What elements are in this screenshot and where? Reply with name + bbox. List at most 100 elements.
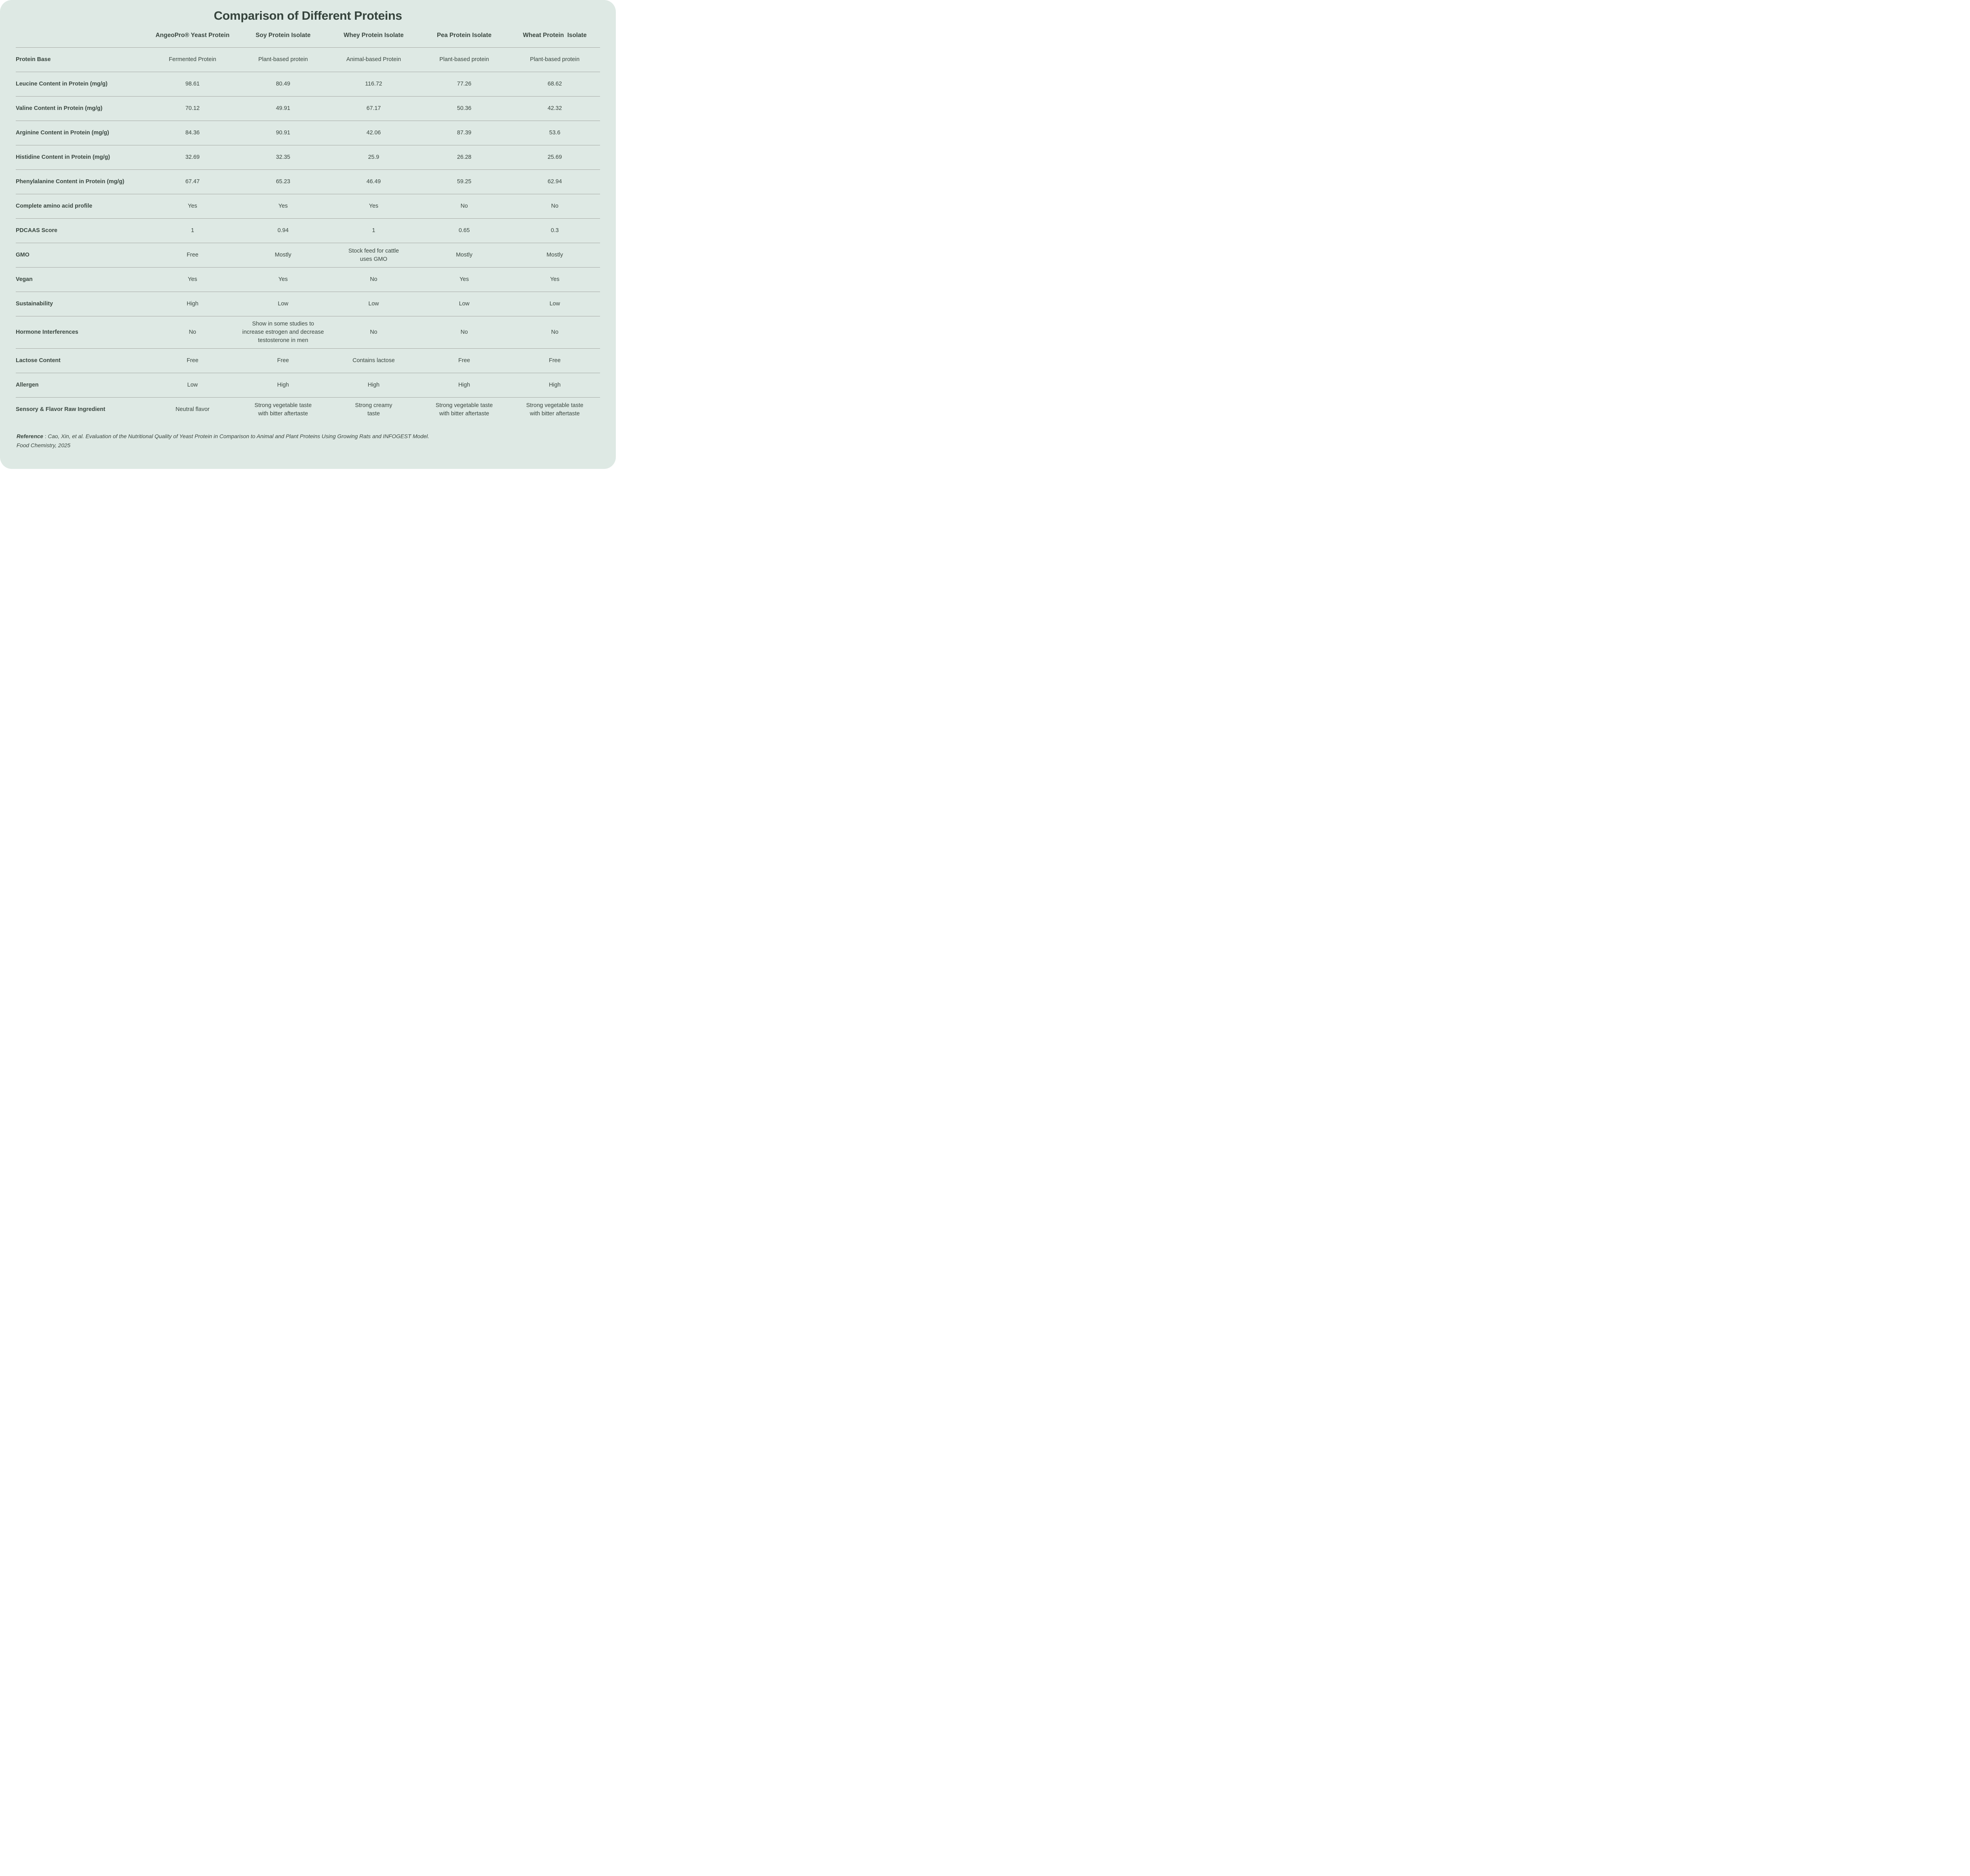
table-row: GMO Free Mostly Stock feed for cattle uses … [16,243,600,267]
cell-value: Yes [550,276,559,283]
cell-value: Low [278,301,288,307]
row-label: Complete amino acid profile [16,203,93,210]
cell-value: Contains lactose [352,357,395,364]
column-header: Whey Protein Isolate [344,32,404,39]
row-label: Lactose Content [16,357,61,364]
comparison-table: AngeoPro® Yeast Protein Soy Protein Isola… [16,27,600,422]
cell-value: High [549,382,561,389]
cell-value: Free [186,357,199,364]
reference-colon: : [43,433,48,440]
infographic-panel: Comparison of Different Proteins AngeoPr… [0,0,616,469]
cell-value: 90.91 [276,130,290,136]
column-header: Wheat Protein Isolate [523,32,587,39]
cell-value: 25.69 [547,154,562,161]
cell-value: No [460,329,468,336]
cell-value: Fermented Protein [169,56,216,63]
row-label: Leucine Content in Protein (mg/g) [16,81,108,87]
cell-value: 87.39 [457,130,472,136]
cell-value: High [458,382,470,389]
table-row: Sustainability High Low Low Low Low [16,292,600,316]
cell-value: 80.49 [276,81,290,87]
cell-value: Plant-based protein [258,56,308,63]
cell-value: 42.06 [366,130,381,136]
cell-value: Strong vegetable taste with bitter after… [435,402,493,417]
row-label: Vegan [16,276,33,283]
cell-value: Yes [188,203,197,210]
row-label: Histidine Content in Protein (mg/g) [16,154,110,161]
cell-value: No [551,329,559,336]
cell-value: 50.36 [457,105,472,112]
cell-value: 77.26 [457,81,472,87]
table-row: Protein Base Fermented Protein Plant-based… [16,47,600,72]
table-row: Complete amino acid profile Yes Yes Yes No No [16,194,600,218]
row-label: Arginine Content in Protein (mg/g) [16,130,109,136]
row-label: Protein Base [16,56,51,63]
table-row: Allergen Low High High High High [16,373,600,397]
cell-value: 116.72 [365,81,382,87]
cell-value: 0.3 [550,227,559,234]
cell-value: Plant-based protein [439,56,489,63]
page-title: Comparison of Different Proteins [214,9,402,22]
cell-value: No [370,276,377,283]
table-row: Vegan Yes Yes No Yes Yes [16,267,600,292]
table-row: Valine Content in Protein (mg/g) 70.12 49.… [16,96,600,121]
row-label: Hormone Interferences [16,329,78,336]
table-row: Histidine Content in Protein (mg/g) 32.69… [16,145,600,169]
cell-value: 0.65 [459,227,470,234]
cell-value: No [189,329,196,336]
reference-label: Reference [17,433,43,440]
cell-value: Mostly [456,252,473,258]
cell-value: 67.47 [185,178,200,185]
row-label: Phenylalanine Content in Protein (mg/g) [16,178,125,185]
table-header-row: AngeoPro® Yeast Protein Soy Protein Isola… [16,27,600,47]
cell-value: 26.28 [457,154,472,161]
cell-value: Yes [369,203,379,210]
table-row: Phenylalanine Content in Protein (mg/g) 6… [16,169,600,194]
cell-value: 65.23 [276,178,290,185]
cell-value: Low [549,301,560,307]
cell-value: 59.25 [457,178,472,185]
row-label: Sensory & Flavor Raw Ingredient [16,406,106,413]
cell-value: Low [459,301,470,307]
cell-value: No [370,329,377,336]
column-header: Pea Protein Isolate [437,32,492,39]
cell-value: Show in some studies to increase estroge… [242,321,324,344]
column-header: AngeoPro® Yeast Protein [155,32,230,39]
cell-value: 46.49 [366,178,381,185]
table-body: Protein Base Fermented Protein Plant-based… [16,47,600,422]
cell-value: Stock feed for cattle uses GMO [348,247,399,262]
row-label: Valine Content in Protein (mg/g) [16,105,102,112]
row-label: GMO [16,252,30,258]
cell-value: Yes [188,276,197,283]
cell-value: Free [549,357,561,364]
cell-value: Plant-based protein [530,56,580,63]
reference: Reference : Cao, Xin, et al. Evaluation … [17,432,599,450]
cell-value: Free [186,252,199,258]
row-label: PDCAAS Score [16,227,58,234]
cell-value: Mostly [546,252,563,258]
table-row: Lactose Content Free Free Contains lactose F… [16,348,600,373]
cell-value: 49.91 [276,105,290,112]
cell-value: 68.62 [547,81,562,87]
cell-value: 25.9 [368,154,379,161]
cell-value: Low [187,382,198,389]
cell-value: 70.12 [185,105,200,112]
cell-value: 98.61 [185,81,200,87]
cell-value: Animal-based Protein [346,56,401,63]
table-row: Hormone Interferences No Show in some stud… [16,316,600,348]
cell-value: Strong creamy taste [355,402,392,417]
table-row: PDCAAS Score 1 0.94 1 0.65 0.3 [16,218,600,243]
row-label: Sustainability [16,301,53,307]
cell-value: 1 [191,227,194,234]
table-row: Leucine Content in Protein (mg/g) 98.61 80… [16,72,600,96]
reference-text: Cao, Xin, et al. Evaluation of the Nutri… [17,433,429,448]
cell-value: Free [277,357,289,364]
cell-value: No [460,203,468,210]
cell-value: Strong vegetable taste with bitter after… [526,402,584,417]
cell-value: 62.94 [547,178,562,185]
cell-value: Low [368,301,379,307]
cell-value: 67.17 [366,105,381,112]
table-row: Sensory & Flavor Raw Ingredient Neutral f… [16,397,600,422]
cell-value: Yes [278,276,288,283]
table-row: Arginine Content in Protein (mg/g) 84.36 9… [16,121,600,145]
